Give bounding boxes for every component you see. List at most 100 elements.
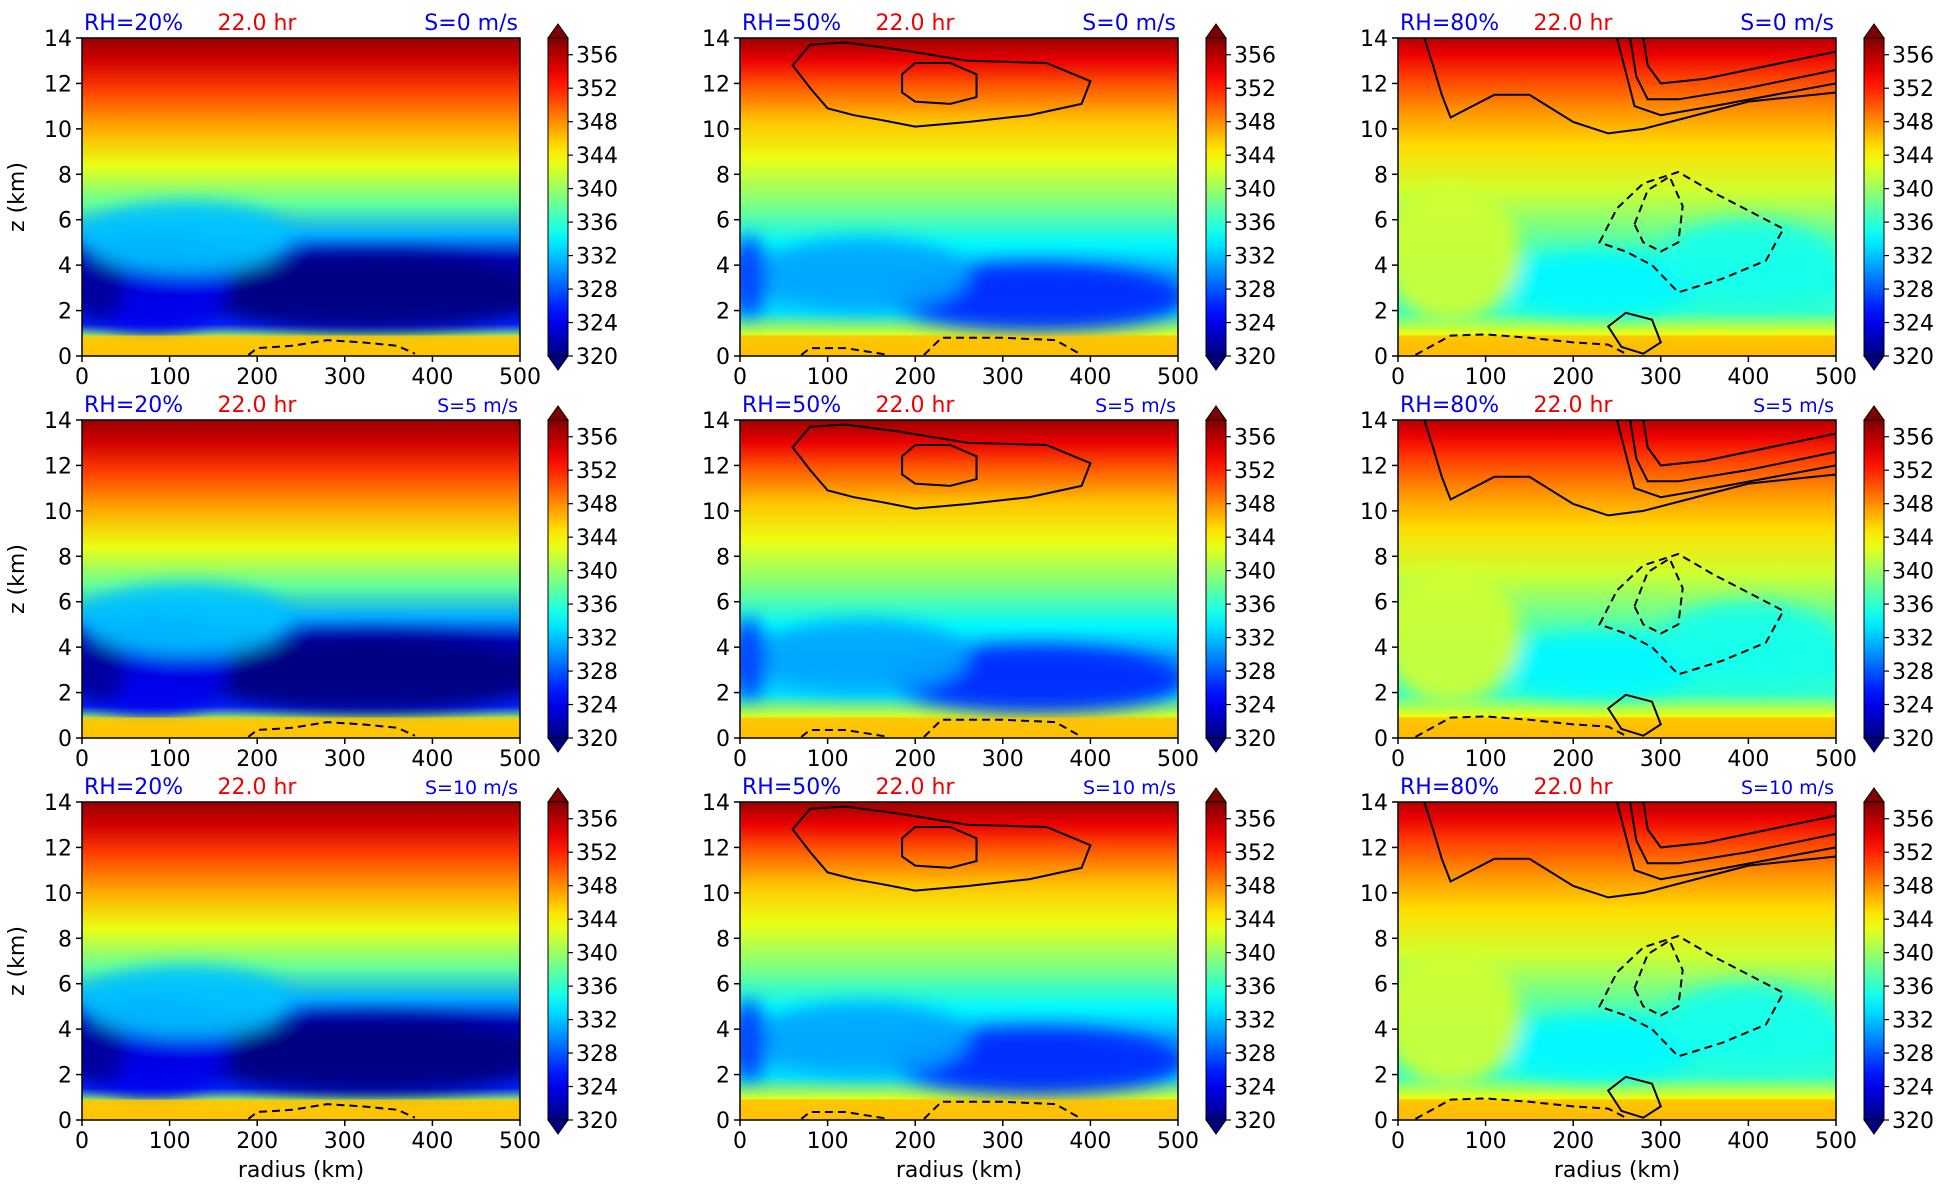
colorbar-tick-label: 344: [576, 526, 618, 551]
colorbar-tick-label: 344: [1234, 526, 1276, 551]
field-blob-2: [740, 235, 767, 318]
axes-frame: [1397, 801, 1837, 1121]
colorbar-tick-label: 344: [576, 144, 618, 169]
x-tick-label: 400: [411, 747, 453, 772]
contours: [247, 339, 416, 356]
dashed-contour-5: [1633, 175, 1684, 253]
time-label: 22.0 hr: [876, 775, 956, 800]
colorbar-extend-min: [1863, 355, 1885, 371]
colorbar-extend-max: [547, 787, 569, 803]
colorbar-tick-label: 356: [1892, 44, 1934, 69]
y-tick-label: 4: [716, 254, 730, 279]
x-tick-label: 400: [411, 365, 453, 390]
time-label: 22.0 hr: [876, 393, 956, 418]
field-features: [740, 235, 1178, 332]
x-tick-label: 200: [236, 365, 278, 390]
y-tick-label: 14: [702, 791, 730, 816]
field-features: [1398, 185, 1836, 322]
y-tick-label: 12: [44, 72, 72, 97]
rh-label: RH=50%: [742, 775, 841, 800]
solid-contour-0: [791, 805, 1092, 892]
colorbar-tick-label: 356: [1234, 44, 1276, 69]
y-tick-label: 8: [1374, 927, 1388, 952]
field-blob-1: [757, 619, 968, 693]
y-tick-label: 4: [58, 1018, 72, 1043]
colorbar-tick-label: 336: [1234, 593, 1276, 618]
y-tick-label: 10: [1360, 118, 1388, 143]
y-tick-label: 0: [716, 1109, 730, 1134]
colorbar-tick-label: 336: [576, 975, 618, 1000]
x-tick-label: 500: [499, 1129, 541, 1154]
field-blob-1: [1660, 219, 1836, 302]
colorbar-tick-label: 336: [1234, 211, 1276, 236]
x-tick-label: 200: [894, 1129, 936, 1154]
colorbar-tick-label: 340: [576, 178, 618, 203]
field-blob-0: [204, 253, 520, 332]
y-tick-label: 10: [702, 118, 730, 143]
y-tick-label: 10: [702, 500, 730, 525]
surface-layer: [1398, 335, 1836, 356]
dashed-contour-0: [247, 1103, 416, 1120]
colorbar-tick-label: 336: [1892, 593, 1934, 618]
colorbar-tick-label: 332: [1234, 245, 1276, 270]
x-axis-label: radius (km): [896, 1158, 1022, 1183]
y-tick-label: 0: [1374, 1109, 1388, 1134]
y-tick-label: 4: [716, 1018, 730, 1043]
colorbar-tick-label: 348: [1892, 875, 1934, 900]
colorbar-tick-label: 340: [1234, 942, 1276, 967]
colorbar-tick-label: 332: [1892, 1009, 1934, 1034]
x-tick-label: 400: [1727, 1129, 1769, 1154]
colorbar-tick-label: 348: [1234, 875, 1276, 900]
y-tick-label: 4: [1374, 636, 1388, 661]
y-tick-label: 14: [702, 409, 730, 434]
shear-label: S=0 m/s: [1082, 11, 1176, 36]
colorbar-tick-label: 324: [1234, 1076, 1276, 1101]
colorbar-tick-label: 356: [576, 44, 618, 69]
field-blob-2: [82, 638, 126, 702]
panel-2-0: 0 100 200 300 400 500 0 2 4 6 8 10 12 14 z (km) radius …: [5, 775, 618, 1183]
colorbar-extend-max: [1205, 787, 1227, 803]
y-tick-label: 12: [1360, 454, 1388, 479]
rh-label: RH=20%: [84, 11, 183, 36]
colorbar: 356 352 348 344 340 336 332 328 324 320: [547, 23, 618, 371]
x-tick-label: 300: [1640, 365, 1682, 390]
rh-label: RH=20%: [84, 393, 183, 418]
axes-frame: [81, 37, 521, 357]
x-tick-label: 300: [1640, 1129, 1682, 1154]
axes-frame: [739, 801, 1179, 1121]
contours: [791, 423, 1092, 738]
time-label: 22.0 hr: [1534, 11, 1614, 36]
y-tick-label: 6: [716, 591, 730, 616]
colorbar-tick-label: 324: [1234, 312, 1276, 337]
colorbar-tick-label: 352: [1234, 841, 1276, 866]
colorbar-gradient: [1863, 801, 1885, 1121]
x-tick-label: 200: [1552, 1129, 1594, 1154]
x-tick-label: 200: [236, 1129, 278, 1154]
field-blob-3: [82, 583, 293, 657]
surface-layer: [740, 335, 1178, 356]
colorbar: 356 352 348 344 340 336 332 328 324 320: [547, 787, 618, 1135]
colorbar-tick-label: 348: [1892, 493, 1934, 518]
colorbar-tick-label: 320: [1234, 727, 1276, 752]
y-tick-label: 0: [716, 727, 730, 752]
contours: [247, 1103, 416, 1120]
time-label: 22.0 hr: [218, 393, 298, 418]
surface-layer: [82, 1099, 520, 1120]
dashed-contour-2: [800, 1111, 890, 1120]
solid-contour-3: [1642, 38, 1836, 85]
dashed-contour-2: [800, 347, 890, 356]
shear-label: S=10 m/s: [1083, 777, 1176, 799]
y-tick-label: 12: [702, 72, 730, 97]
field-blob-1: [757, 237, 968, 311]
x-tick-label: 400: [1727, 365, 1769, 390]
colorbar-tick-label: 356: [1892, 808, 1934, 833]
colorbar-tick-label: 356: [576, 426, 618, 451]
dashed-contour-6: [1415, 715, 1627, 738]
colorbar-extend-min: [547, 737, 569, 753]
colorbar-tick-label: 348: [1892, 111, 1934, 136]
y-tick-label: 0: [58, 1109, 72, 1134]
colorbar-extend-min: [547, 355, 569, 371]
field-features: [82, 583, 520, 716]
field-blob-0: [204, 635, 520, 714]
